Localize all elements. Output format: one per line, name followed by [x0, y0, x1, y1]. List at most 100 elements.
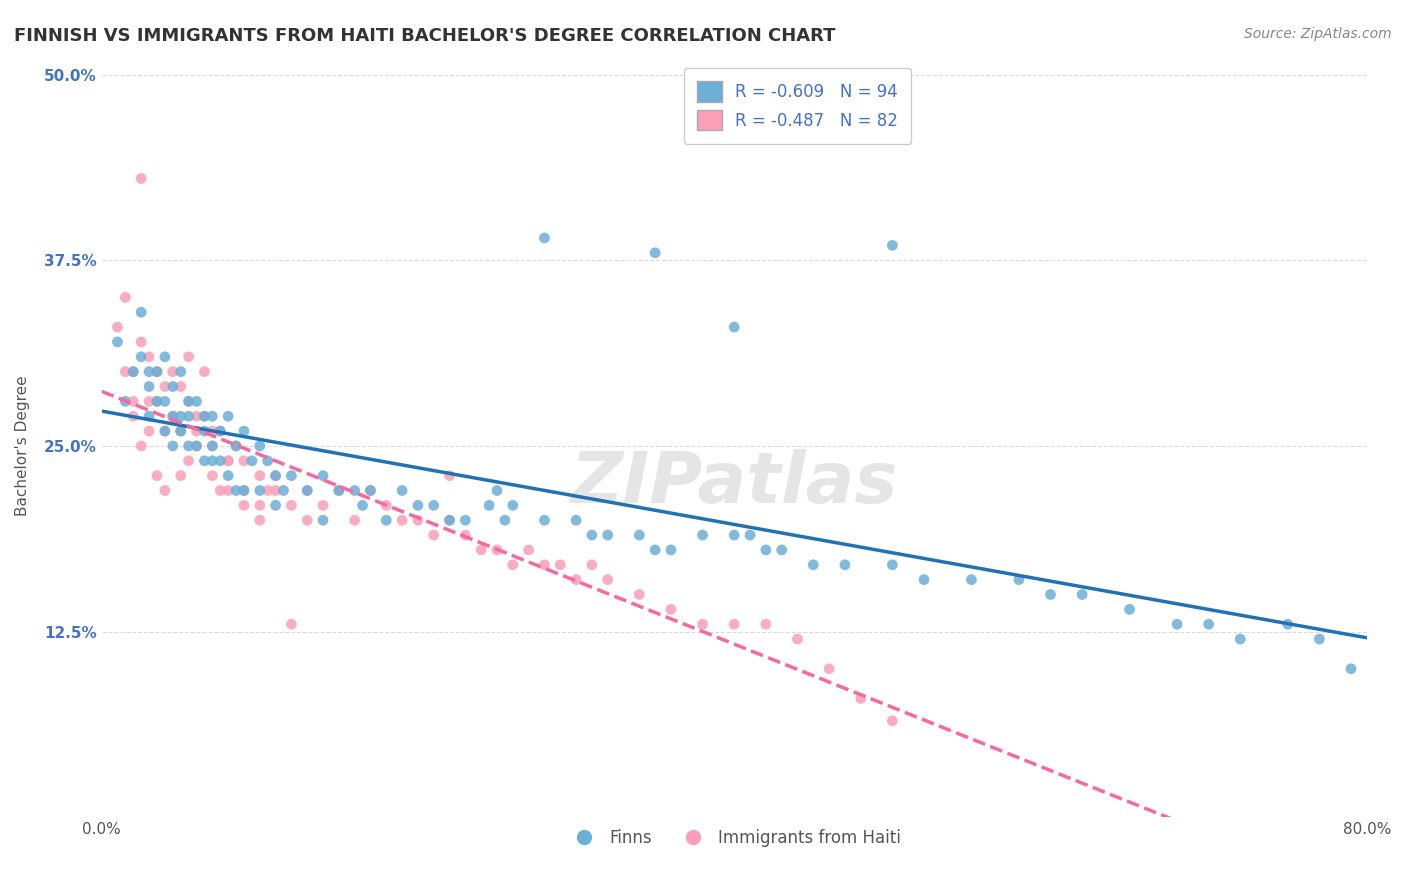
Point: [312, 499, 335, 513]
Point: [193, 409, 215, 424]
Point: [122, 409, 145, 424]
Point: [114, 394, 136, 409]
Point: [107, 334, 129, 349]
Point: [249, 513, 271, 527]
Point: [312, 468, 335, 483]
Point: [193, 409, 215, 424]
Point: [193, 424, 215, 438]
Point: [209, 424, 232, 438]
Point: [201, 468, 224, 483]
Point: [359, 483, 381, 498]
Point: [264, 468, 287, 483]
Point: [565, 573, 588, 587]
Point: [406, 513, 429, 527]
Point: [217, 483, 239, 498]
Point: [280, 499, 302, 513]
Point: [1118, 602, 1140, 616]
Point: [153, 350, 176, 364]
Point: [177, 350, 200, 364]
Point: [533, 513, 555, 527]
Point: [439, 468, 461, 483]
Point: [960, 573, 983, 587]
Point: [129, 439, 152, 453]
Point: [225, 483, 247, 498]
Point: [264, 468, 287, 483]
Point: [177, 409, 200, 424]
Point: [359, 483, 381, 498]
Point: [644, 543, 666, 558]
Point: [280, 468, 302, 483]
Point: [162, 379, 184, 393]
Point: [849, 691, 872, 706]
Point: [422, 499, 444, 513]
Point: [201, 409, 224, 424]
Point: [233, 483, 256, 498]
Point: [249, 483, 271, 498]
Point: [240, 454, 263, 468]
Point: [755, 543, 778, 558]
Point: [406, 499, 429, 513]
Point: [201, 424, 224, 438]
Point: [644, 245, 666, 260]
Point: [217, 454, 239, 468]
Point: [153, 379, 176, 393]
Point: [153, 483, 176, 498]
Point: [628, 587, 651, 601]
Point: [225, 439, 247, 453]
Point: [494, 513, 516, 527]
Point: [565, 513, 588, 527]
Point: [153, 424, 176, 438]
Point: [209, 483, 232, 498]
Point: [201, 454, 224, 468]
Point: [533, 231, 555, 245]
Point: [201, 439, 224, 453]
Point: [343, 483, 366, 498]
Point: [297, 513, 319, 527]
Point: [548, 558, 571, 572]
Point: [882, 238, 904, 252]
Point: [162, 409, 184, 424]
Point: [114, 365, 136, 379]
Point: [138, 365, 160, 379]
Text: FINNISH VS IMMIGRANTS FROM HAITI BACHELOR'S DEGREE CORRELATION CHART: FINNISH VS IMMIGRANTS FROM HAITI BACHELO…: [14, 27, 835, 45]
Point: [1198, 617, 1220, 632]
Point: [146, 468, 169, 483]
Point: [233, 454, 256, 468]
Point: [146, 394, 169, 409]
Point: [129, 334, 152, 349]
Point: [818, 662, 841, 676]
Point: [692, 528, 714, 542]
Point: [256, 483, 278, 498]
Point: [264, 499, 287, 513]
Point: [723, 617, 745, 632]
Point: [485, 543, 508, 558]
Point: [1071, 587, 1094, 601]
Point: [628, 528, 651, 542]
Point: [422, 528, 444, 542]
Point: [233, 424, 256, 438]
Point: [297, 483, 319, 498]
Point: [1008, 573, 1031, 587]
Point: [209, 454, 232, 468]
Point: [186, 394, 208, 409]
Point: [454, 513, 477, 527]
Point: [225, 439, 247, 453]
Point: [122, 394, 145, 409]
Point: [162, 365, 184, 379]
Point: [692, 617, 714, 632]
Point: [328, 483, 350, 498]
Y-axis label: Bachelor's Degree: Bachelor's Degree: [15, 376, 30, 516]
Point: [177, 394, 200, 409]
Point: [738, 528, 761, 542]
Point: [122, 365, 145, 379]
Point: [186, 439, 208, 453]
Point: [723, 528, 745, 542]
Point: [1166, 617, 1188, 632]
Point: [233, 499, 256, 513]
Point: [1229, 632, 1251, 646]
Point: [193, 365, 215, 379]
Point: [517, 543, 540, 558]
Point: [502, 499, 524, 513]
Point: [122, 365, 145, 379]
Text: Source: ZipAtlas.com: Source: ZipAtlas.com: [1244, 27, 1392, 41]
